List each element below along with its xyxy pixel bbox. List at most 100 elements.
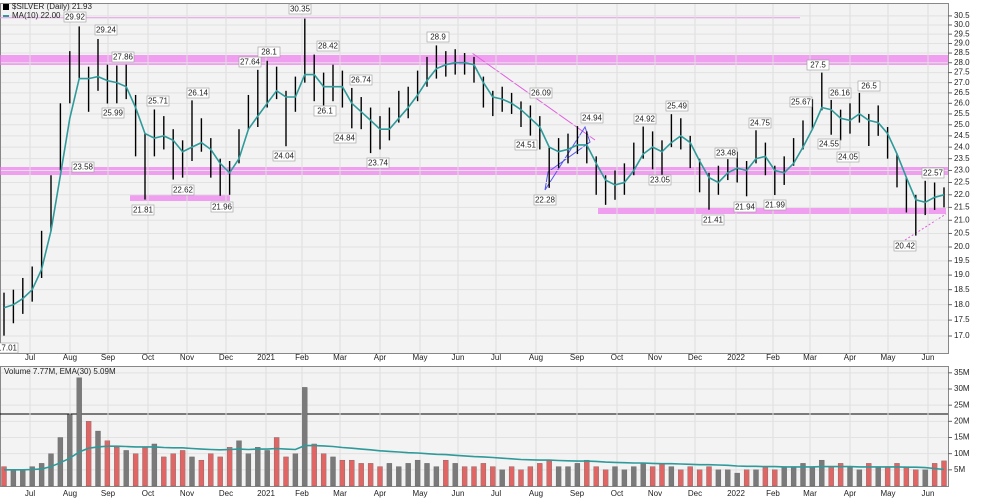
y-tick-label: 19.5 (954, 256, 970, 265)
annotation: 23.58 (73, 163, 94, 172)
volume-bar (48, 453, 54, 487)
volume-bar (367, 463, 374, 487)
volume-bar (781, 466, 787, 487)
annotation-box (349, 74, 373, 86)
volume-bar (283, 456, 289, 487)
x-tick-label: Dec (688, 489, 702, 498)
x-tick-label: May (412, 353, 427, 362)
annotation-box (131, 204, 155, 216)
annotation-box (366, 157, 390, 169)
volume-bar (179, 450, 186, 487)
x-tick-label: Sep (570, 489, 585, 498)
annotation: 26.74 (351, 76, 372, 85)
volume-bar (161, 456, 167, 487)
y-tick-label: 26.5 (954, 88, 970, 97)
volume-bar (884, 466, 891, 487)
volume-bar (414, 459, 421, 487)
volume-bar (659, 463, 665, 487)
x-tick-label: Sep (101, 353, 116, 362)
annotation-box (0, 342, 19, 354)
annotation-box (648, 174, 672, 186)
volume-bar (537, 463, 543, 487)
volume-bar (903, 466, 910, 487)
annotation: 24.04 (274, 152, 295, 161)
y-tick-label: 10M (954, 449, 970, 458)
y-tick-label: 30M (954, 384, 970, 393)
volume-bar (358, 463, 364, 487)
annotation: 26.1 (317, 107, 333, 116)
volume-bar (377, 466, 383, 487)
volume-bar (772, 469, 778, 487)
x-tick-label: Jul (491, 353, 501, 362)
x-tick-label: Aug (63, 489, 77, 498)
annotation: 28.42 (318, 42, 339, 51)
x-tick-label: Sep (101, 489, 116, 498)
x-tick-label: Nov (180, 489, 194, 498)
volume-bar (875, 466, 881, 487)
y-tick-label: 23.0 (954, 166, 970, 175)
annotation: 17.01 (0, 344, 18, 353)
volume-bar (819, 459, 825, 487)
volume-bar (734, 472, 740, 487)
x-tick-label: 2021 (257, 489, 275, 498)
annotation: 24.75 (750, 119, 771, 128)
annotation-box (748, 117, 772, 129)
volume-bar (696, 469, 703, 487)
annotation-box (789, 96, 813, 108)
annotation-box (94, 24, 118, 36)
annotation: 24.51 (516, 141, 537, 150)
y-tick-label: 19.0 (954, 270, 970, 279)
level-band (0, 167, 948, 175)
annotation-box (529, 87, 553, 99)
annotation: 26.09 (531, 89, 552, 98)
x-tick-label: Feb (295, 353, 309, 362)
annotation: 24.84 (335, 134, 356, 143)
annotation: 28.9 (430, 33, 446, 42)
legend-swatch (3, 4, 9, 10)
volume-bar (668, 466, 675, 487)
x-tick-label: Mar (333, 353, 347, 362)
volume-bar (631, 466, 637, 487)
y-tick-label: 29.0 (954, 39, 970, 48)
volume-bar (292, 453, 299, 487)
volume-bar (941, 460, 947, 487)
volume-bar (255, 447, 261, 487)
volume-bar (471, 466, 477, 487)
annotation: 24.05 (838, 153, 859, 162)
y-tick-label: 21.0 (954, 215, 970, 224)
annotation-box (714, 147, 738, 159)
x-tick-label: Jun (452, 489, 465, 498)
volume-bar (443, 459, 449, 487)
x-tick-label: Apr (844, 353, 857, 362)
legend-entry: MA(10) 22.00 (12, 11, 61, 20)
annotation-box (426, 31, 450, 43)
volume-bar (132, 453, 139, 487)
marks: 17.0 17.5 18.0 18.5 19.0 19.5 20.0 20.5 21.0 21.5… (0, 3, 970, 498)
y-tick-label: 26.0 (954, 98, 970, 107)
volume-bar (527, 466, 534, 487)
volume-bar (123, 450, 129, 487)
volume-bar (790, 466, 797, 487)
volume-bar (584, 459, 590, 487)
annotation-box (63, 11, 87, 23)
volume-bar (678, 469, 684, 487)
annotation-box (514, 139, 538, 151)
volume-bar (913, 469, 919, 487)
x-tick-label: Jul (25, 353, 35, 362)
volume-bar (208, 453, 214, 487)
y-tick-label: 25.5 (954, 109, 970, 118)
y-tick-label: 22.5 (954, 178, 970, 187)
x-tick-label: Dec (688, 353, 702, 362)
x-tick-label: Apr (374, 353, 387, 362)
y-tick-label: 35M (954, 368, 970, 377)
annotation-box (186, 87, 210, 99)
annotation-box (665, 100, 689, 112)
annotation-box (817, 138, 841, 150)
volume-bar (480, 463, 487, 487)
volume-bar (706, 466, 712, 487)
volume-bar (198, 459, 205, 487)
moving-average (3, 61, 945, 309)
trend-line (904, 213, 947, 241)
x-tick-label: May (412, 489, 427, 498)
